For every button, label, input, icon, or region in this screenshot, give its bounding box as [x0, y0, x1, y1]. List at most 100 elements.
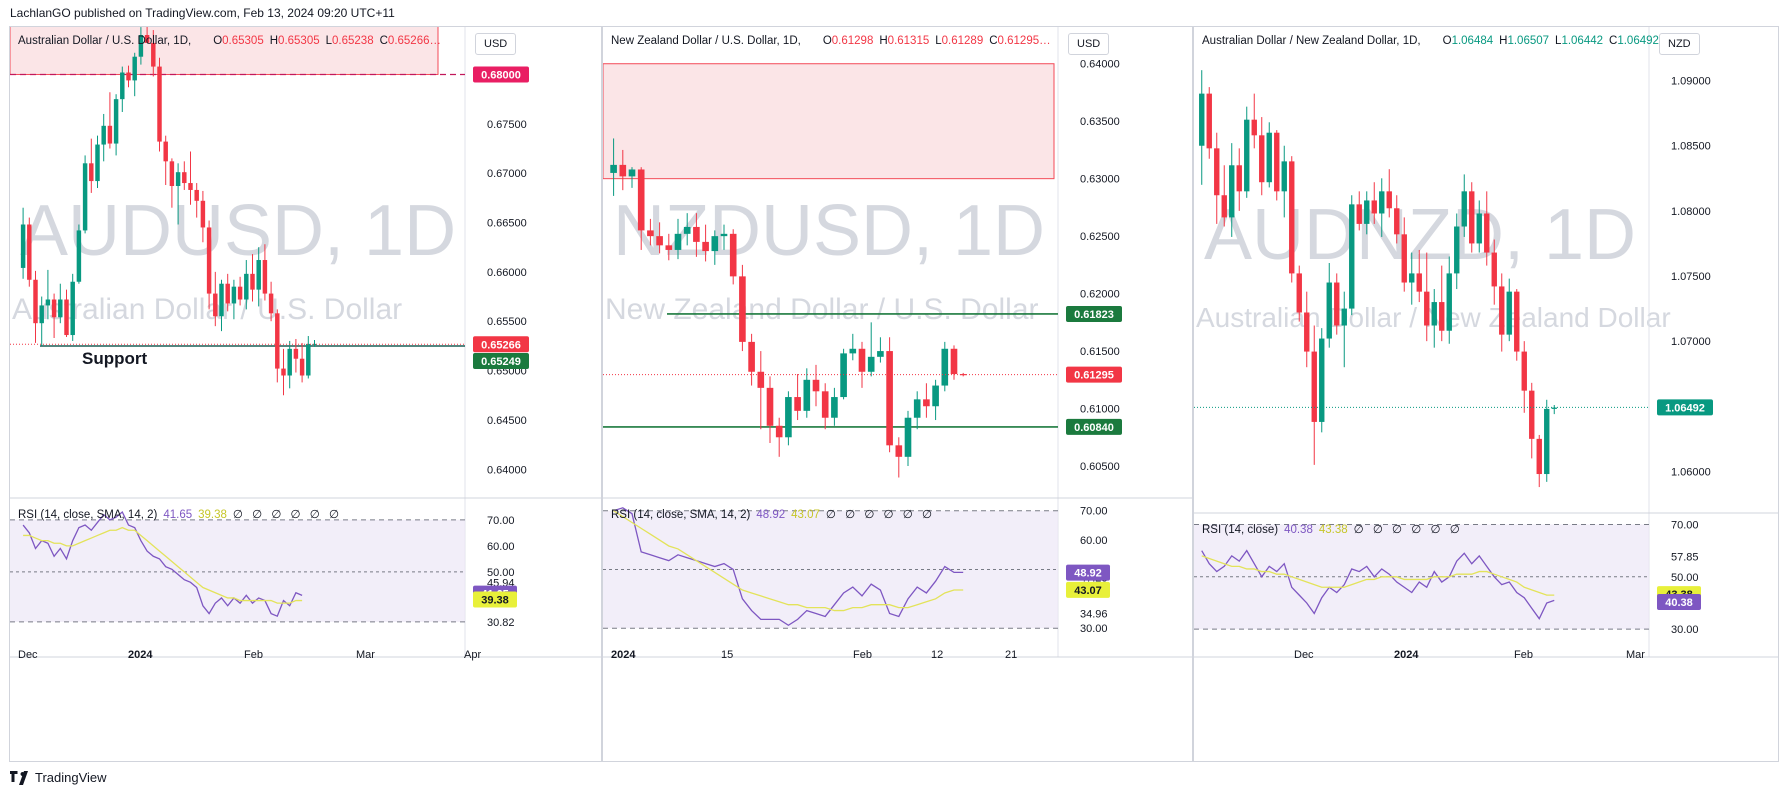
candle: [268, 281, 274, 322]
candle: [1364, 191, 1370, 235]
time-tick-label: Dec: [1294, 649, 1314, 661]
rsi-tick-label: 70.00: [1080, 506, 1108, 518]
candle-body: [867, 356, 875, 372]
chart-canvas[interactable]: AUDNZD, 1D Australian Dollar / New Zealan…: [1194, 27, 1779, 762]
candle-body: [45, 299, 51, 306]
candle-body: [89, 163, 94, 182]
candle-body: [194, 189, 199, 201]
candle-body: [1229, 165, 1235, 218]
candle: [39, 296, 44, 346]
currency-button[interactable]: USD: [475, 33, 517, 55]
candle-body: [637, 169, 645, 231]
currency-button[interactable]: NZD: [1659, 33, 1700, 55]
candle-body: [1469, 191, 1475, 244]
price-tick-label: 0.62500: [1080, 231, 1120, 243]
candle: [665, 233, 673, 261]
symbol-legend[interactable]: Australian Dollar / U.S. Dollar, 1D, O0.6…: [18, 35, 441, 47]
candle-body: [281, 368, 286, 376]
candle-body: [1409, 273, 1415, 283]
chart-panel-audnzd[interactable]: AUDNZD, 1D Australian Dollar / New Zealan…: [1193, 26, 1779, 762]
price-tick-label: 0.64000: [487, 464, 527, 476]
candle: [1506, 278, 1512, 342]
time-tick-label: Feb: [1514, 649, 1533, 661]
candle: [1221, 165, 1227, 227]
price-badge-bg: [473, 336, 529, 353]
rsi-legend-empty-values: ∅ ∅ ∅ ∅ ∅ ∅: [232, 509, 342, 521]
candle: [244, 260, 249, 310]
price-tick-label: 1.08500: [1671, 141, 1711, 153]
candle-body: [794, 397, 801, 411]
symbol-legend[interactable]: New Zealand Dollar / U.S. Dollar, 1D, O0.…: [611, 35, 1051, 47]
candle: [739, 264, 746, 352]
candle: [70, 273, 75, 341]
candle-body: [1326, 282, 1332, 339]
candle: [126, 65, 131, 88]
candle-body: [1251, 119, 1257, 136]
rsi-tick-label: 30.00: [1671, 624, 1699, 636]
rsi-tick-label: 50.00: [487, 567, 515, 579]
candle: [175, 163, 181, 225]
rsi-tick-label: 70.00: [1671, 519, 1699, 531]
price-badge-bg: [1657, 399, 1713, 416]
rsi-legend[interactable]: RSI (14, close, SMA, 14, 2) 41.65 39.38 ∅ ∅…: [18, 507, 342, 521]
candle: [619, 149, 627, 191]
candle-body: [1431, 302, 1437, 326]
candle-body: [175, 172, 181, 187]
candle: [941, 341, 949, 392]
candle: [1236, 148, 1242, 211]
price-tick-label: 0.60500: [1080, 461, 1120, 473]
candle-body: [1499, 286, 1505, 335]
candle-body: [169, 161, 175, 187]
rsi-legend[interactable]: RSI (14, close, SMA, 14, 2) 48.92 43.07 ∅ ∅…: [611, 507, 935, 521]
footer-brand: TradingView: [35, 770, 107, 785]
candle: [1251, 93, 1257, 149]
candle: [913, 391, 921, 430]
legend-value-o: 0.65305: [222, 35, 264, 47]
candle: [182, 161, 187, 190]
chart-panel-audusd[interactable]: AUDUSD, 1D Australian Dollar / U.S. Dolla…: [9, 26, 602, 762]
rsi-tick-label: 30.82: [487, 617, 515, 629]
candle-body: [20, 224, 26, 268]
legend-title: Australian Dollar / U.S. Dollar, 1D,: [18, 35, 192, 47]
candle: [157, 57, 162, 152]
candle-body: [1529, 390, 1535, 439]
candle: [803, 368, 811, 418]
candle-body: [287, 348, 292, 376]
currency-button[interactable]: USD: [1068, 33, 1110, 55]
candle: [1311, 325, 1317, 465]
rsi-legend[interactable]: RSI (14, close) 40.38 43.38 ∅ ∅ ∅ ∅ ∅ ∅: [1202, 522, 1463, 536]
legend-value-c: 0.65266…: [387, 35, 441, 47]
candle: [656, 222, 663, 254]
price-badge: 1.06492: [1657, 399, 1713, 416]
rsi-legend-empty-values: ∅ ∅ ∅ ∅ ∅ ∅: [825, 509, 935, 521]
candle-body: [250, 273, 255, 290]
price-badge: 0.65266: [473, 336, 529, 353]
legend-ohlc: O1.06484 H1.06507 L1.06442 C1.06492…: [1443, 35, 1671, 47]
legend-key: O: [1442, 35, 1452, 47]
candle-body: [775, 425, 783, 438]
symbol-legend[interactable]: Australian Dollar / New Zealand Dollar, …: [1202, 35, 1670, 47]
candle: [1244, 106, 1250, 198]
candle: [702, 224, 709, 262]
candle: [1461, 174, 1467, 237]
candle: [1296, 265, 1302, 322]
candle-body: [1199, 93, 1205, 146]
candle-body: [1461, 191, 1467, 227]
candle-body: [1259, 135, 1265, 183]
chart-panel-nzdusd[interactable]: NZDUSD, 1D New Zealand Dollar / U.S. Doll…: [602, 26, 1193, 762]
candle: [693, 213, 700, 257]
candle-body: [293, 348, 299, 359]
chart-canvas[interactable]: AUDUSD, 1D Australian Dollar / U.S. Dolla…: [10, 27, 602, 762]
watermark-name: New Zealand Dollar / U.S. Dollar: [605, 293, 1039, 326]
candle-body: [665, 245, 673, 250]
candle-body: [674, 233, 682, 250]
candle: [1199, 70, 1205, 185]
candle: [904, 410, 912, 467]
legend-value-c: 0.61295…: [997, 35, 1051, 47]
candle-body: [1521, 351, 1527, 391]
price-badge-bg: [473, 352, 529, 369]
candle: [1394, 195, 1400, 244]
price-tick-label: 0.63000: [1080, 174, 1120, 186]
candle-body: [182, 172, 187, 184]
